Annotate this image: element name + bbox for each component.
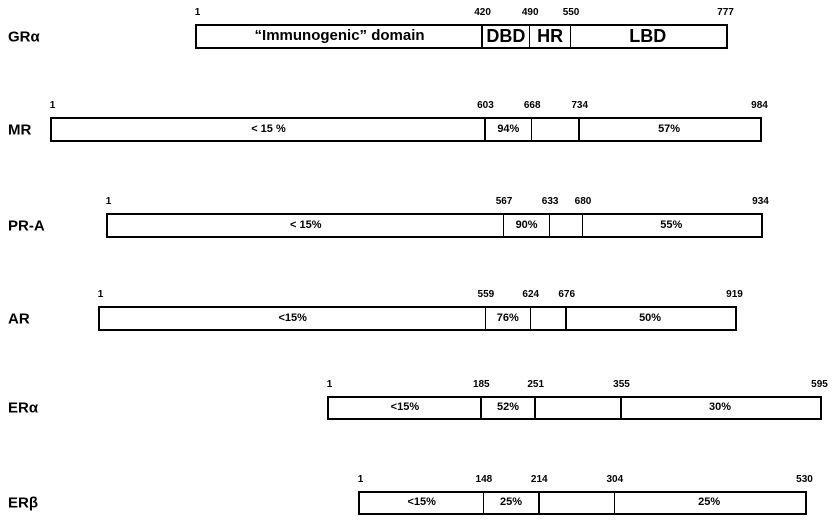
- residue-tick-er-beta-214: 214: [530, 474, 548, 485]
- residue-tick-er-alpha-185: 185: [472, 379, 490, 390]
- residue-tick-mr-1: 1: [49, 100, 56, 111]
- segment-label-mr-3: 57%: [658, 123, 681, 135]
- receptor-bar-er-beta: <15% 25% 25%: [358, 491, 807, 515]
- residue-tick-mr-984: 984: [751, 100, 768, 111]
- residue-tick-er-alpha-595: 595: [811, 379, 828, 390]
- receptor-bar-mr: < 15 % 94% 57%: [50, 117, 762, 142]
- segment-divider-er-alpha-355: [620, 398, 622, 418]
- segment-divider-gr-alpha-550: [569, 26, 572, 47]
- residue-tick-er-beta-148: 148: [475, 474, 493, 485]
- residue-tick-pr-a-1: 1: [105, 196, 112, 207]
- receptor-bar-er-alpha: <15% 52% 30%: [327, 396, 822, 420]
- segment-label-ar-3: 50%: [639, 312, 662, 324]
- residue-tick-ar-919: 919: [726, 289, 743, 300]
- segment-divider-mr-668: [530, 119, 533, 140]
- residue-tick-er-alpha-251: 251: [527, 379, 545, 390]
- residue-tick-ar-559: 559: [477, 289, 495, 300]
- segment-divider-er-beta-214: [538, 493, 540, 513]
- residue-tick-pr-a-633: 633: [541, 196, 559, 207]
- segment-label-pr-a-0: < 15%: [290, 219, 322, 231]
- receptor-bar-gr-alpha: “Immunogenic” domain DBD HR LBD: [195, 24, 728, 49]
- segment-divider-pr-a-567: [502, 215, 505, 236]
- segment-label-gr-alpha-3: LBD: [629, 26, 667, 46]
- residue-tick-er-alpha-1: 1: [326, 379, 333, 390]
- segment-label-ar-1: 76%: [496, 312, 519, 324]
- residue-tick-ar-1: 1: [97, 289, 104, 300]
- residue-tick-gr-alpha-1: 1: [194, 7, 201, 18]
- segment-label-mr-0: < 15 %: [251, 123, 286, 135]
- segment-label-er-alpha-0: <15%: [390, 401, 420, 413]
- residue-tick-er-alpha-355: 355: [613, 379, 630, 390]
- segment-label-er-beta-3: 25%: [698, 496, 721, 508]
- residue-tick-gr-alpha-550: 550: [562, 7, 580, 18]
- residue-tick-gr-alpha-490: 490: [521, 7, 539, 18]
- residue-tick-er-beta-530: 530: [796, 474, 813, 485]
- segment-divider-er-beta-304: [613, 493, 616, 513]
- segment-divider-ar-559: [484, 308, 487, 329]
- receptor-name-er-beta: ERβ: [8, 494, 38, 512]
- segment-label-gr-alpha-2: HR: [537, 26, 564, 46]
- segment-label-er-beta-1: 25%: [500, 496, 523, 508]
- residue-tick-ar-676: 676: [558, 289, 576, 300]
- segment-label-er-alpha-1: 52%: [496, 401, 520, 413]
- receptor-name-ar: AR: [8, 310, 30, 327]
- receptor-name-er-alpha: ERα: [8, 399, 39, 417]
- residue-tick-pr-a-567: 567: [495, 196, 513, 207]
- residue-tick-er-beta-1: 1: [357, 474, 364, 485]
- segment-divider-ar-624: [529, 308, 531, 329]
- segment-divider-gr-alpha-490: [528, 26, 531, 47]
- segment-label-mr-1: 94%: [497, 123, 520, 135]
- residue-tick-er-beta-304: 304: [606, 474, 624, 485]
- segment-divider-er-alpha-185: [480, 398, 482, 418]
- segment-divider-mr-603: [484, 119, 486, 140]
- receptor-name-pr-a: PR-A: [8, 217, 45, 234]
- segment-label-ar-0: <15%: [278, 312, 307, 324]
- segment-label-pr-a-3: 55%: [660, 219, 683, 231]
- residue-tick-mr-668: 668: [523, 100, 541, 111]
- receptor-name-mr: MR: [8, 121, 32, 138]
- residue-tick-mr-734: 734: [571, 100, 589, 111]
- residue-tick-ar-624: 624: [522, 289, 540, 300]
- residue-tick-mr-603: 603: [477, 100, 494, 111]
- segment-label-gr-alpha-0: “Immunogenic” domain: [254, 27, 425, 44]
- residue-tick-gr-alpha-777: 777: [717, 7, 734, 18]
- segment-divider-gr-alpha-420: [481, 26, 483, 47]
- segment-divider-er-alpha-251: [534, 398, 536, 418]
- receptor-bar-pr-a: < 15% 90% 55%: [106, 213, 763, 238]
- segment-divider-ar-676: [565, 308, 567, 329]
- segment-divider-pr-a-680: [581, 215, 584, 236]
- segment-label-gr-alpha-1: DBD: [486, 26, 526, 46]
- segment-label-er-alpha-3: 30%: [708, 401, 732, 413]
- receptor-bar-ar: <15% 76% 50%: [98, 306, 737, 331]
- segment-divider-mr-734: [578, 119, 580, 140]
- segment-label-pr-a-1: 90%: [515, 219, 538, 231]
- receptor-name-gr-alpha: GRα: [8, 28, 40, 45]
- segment-divider-er-beta-148: [482, 493, 485, 513]
- residue-tick-pr-a-934: 934: [752, 196, 769, 207]
- segment-label-er-beta-0: <15%: [407, 496, 436, 508]
- segment-divider-pr-a-633: [548, 215, 551, 236]
- residue-tick-pr-a-680: 680: [574, 196, 592, 207]
- residue-tick-gr-alpha-420: 420: [474, 7, 491, 18]
